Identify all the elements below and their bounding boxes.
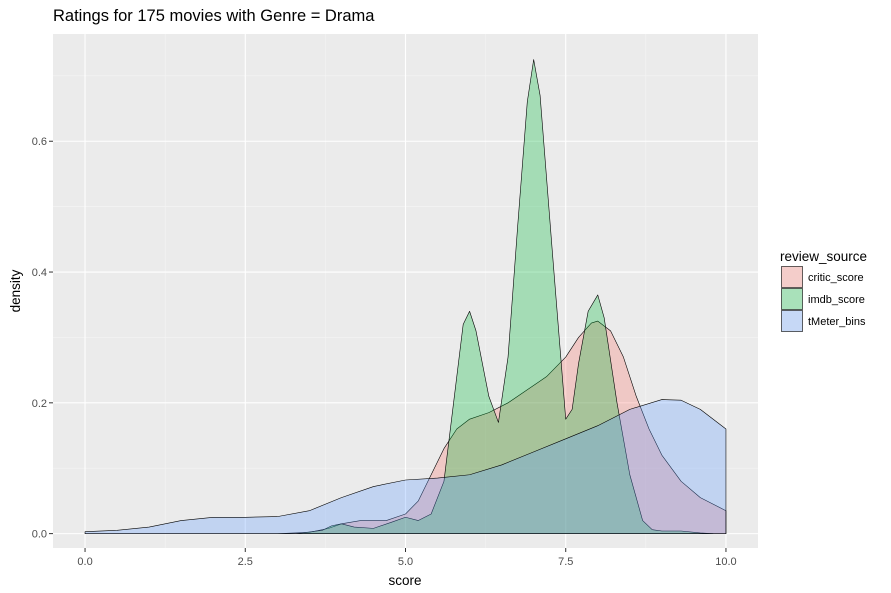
legend-swatch-imdb-score [781, 288, 803, 310]
y-tick-label: 0.4 [32, 267, 47, 279]
legend-swatch-critic-score [781, 266, 803, 288]
x-tick-label: 7.5 [558, 556, 573, 568]
x-tick-label: 5.0 [398, 556, 413, 568]
y-tick-label: 0.2 [32, 398, 47, 410]
legend-swatch-tMeter-bins [781, 310, 803, 332]
density-area-critic-score [84, 320, 727, 534]
y-tick-label: 0.0 [32, 529, 47, 541]
density-area-imdb-score [296, 59, 714, 534]
legend-items: critic_score imdb_score tMeter_bins [781, 266, 866, 332]
x-axis-title: score [388, 573, 421, 588]
legend-title: review_source [780, 249, 867, 264]
legend-label-tMeter-bins: tMeter_bins [808, 316, 866, 328]
y-tick-label: 0.6 [32, 136, 47, 148]
x-tick-label: 2.5 [238, 556, 253, 568]
x-axis: 0.0 2.5 5.0 7.5 10.0 [77, 548, 737, 568]
x-tick-label: 10.0 [715, 556, 736, 568]
x-tick-label: 0.0 [77, 556, 92, 568]
legend-key-background [781, 288, 803, 310]
density-area-tMeter-bins [84, 399, 727, 534]
y-axis-title: density [8, 269, 23, 312]
y-axis: 0.0 0.2 0.4 0.6 [32, 136, 53, 541]
legend-label-critic-score: critic_score [808, 272, 864, 284]
density-areas [84, 59, 727, 534]
legend-label-imdb-score: imdb_score [808, 294, 865, 306]
legend-key-background [781, 266, 803, 288]
legend: review_source critic_score imdb_score tMet… [780, 249, 867, 332]
legend-key-background [781, 310, 803, 332]
chart-title: Ratings for 175 movies with Genre = Dram… [53, 7, 375, 25]
